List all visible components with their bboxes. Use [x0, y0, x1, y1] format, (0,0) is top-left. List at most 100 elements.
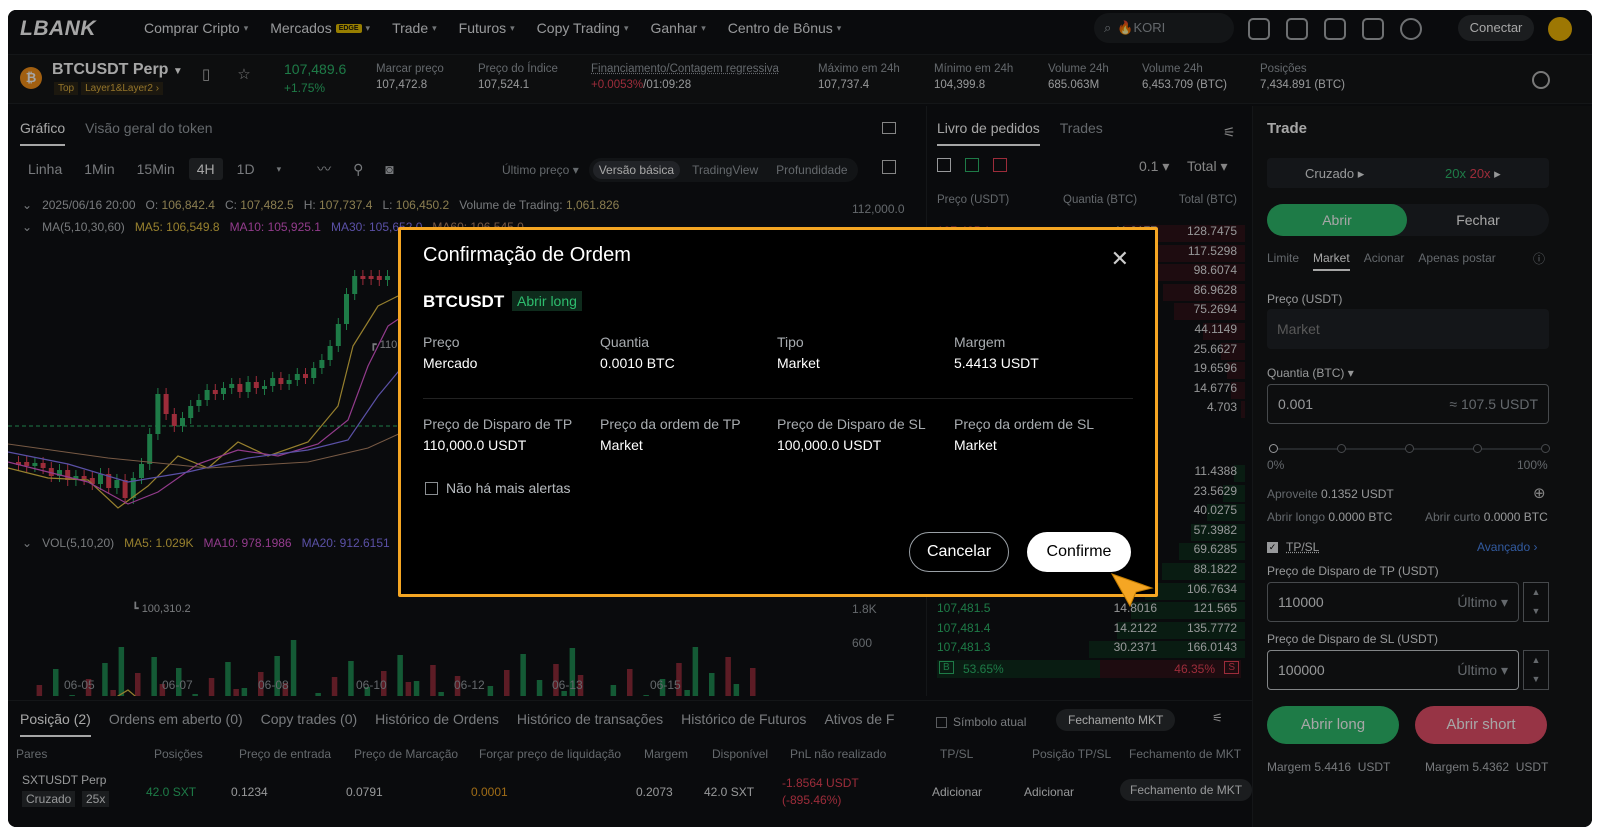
close-icon[interactable]: ✕	[1110, 246, 1129, 271]
tab-visao-geral[interactable]: Visão geral do token	[85, 120, 213, 136]
tab-order-history[interactable]: Histórico de Ordens	[375, 711, 499, 727]
candlestick-chart[interactable]: ┗ 100,310.2 ┏ 110,6	[8, 236, 918, 696]
book-bids-icon[interactable]	[964, 158, 979, 172]
ask-row[interactable]: 25.6627	[927, 342, 1245, 361]
collapse-icon[interactable]: ⌄	[22, 198, 33, 212]
col-pnl[interactable]: PnL não realizado	[790, 747, 887, 761]
chevron-down-icon[interactable]: ▾	[276, 163, 282, 174]
connect-button[interactable]: Conectar	[1458, 15, 1534, 41]
bell-icon[interactable]	[1324, 18, 1346, 40]
tag-layer[interactable]: Layer1&Layer2 ›	[81, 82, 164, 95]
close-tab[interactable]: Fechar	[1456, 212, 1500, 228]
indicator-icon[interactable]: 〰	[317, 161, 332, 177]
collapse-icon[interactable]: ⌄	[22, 220, 33, 234]
tp-stepper[interactable]: ▲ ▼	[1523, 582, 1549, 622]
order-type-post-only[interactable]: Apenas postar	[1418, 251, 1496, 265]
version-tradingview[interactable]: TradingView	[692, 163, 759, 177]
no-more-alerts-checkbox[interactable]: Não há mais alertas	[425, 480, 571, 496]
book-icon[interactable]: ▯	[201, 66, 211, 83]
open-short-button[interactable]: Abrir short	[1415, 706, 1547, 744]
settings-icon[interactable]	[1532, 71, 1550, 89]
ask-row[interactable]: 86.9628	[927, 283, 1245, 302]
slider-step[interactable]	[1405, 444, 1414, 453]
nav-copy-trading[interactable]: Copy Trading ▾	[537, 20, 629, 36]
tab-grafico[interactable]: Gráfico	[20, 120, 66, 146]
orders-icon[interactable]	[1362, 18, 1384, 40]
qty-label[interactable]: Quantia (BTC) ▾	[1267, 366, 1354, 380]
slider-step[interactable]	[1541, 444, 1550, 453]
help-icon[interactable]: ⓘ	[1533, 252, 1546, 266]
nav-comprar-cripto[interactable]: Comprar Cripto ▾	[144, 20, 248, 36]
nav-centro-de-bonus[interactable]: Centro de Bônus ▾	[728, 20, 842, 36]
settings-sliders-icon[interactable]: ⚟	[1212, 711, 1223, 725]
tp-input[interactable]: 110000 Último ▾	[1267, 582, 1519, 622]
sl-input[interactable]: 100000 Último ▾	[1267, 650, 1519, 690]
logo[interactable]: LBANK	[20, 17, 96, 40]
book-asks-icon[interactable]	[992, 158, 1007, 172]
add-icon[interactable]: ⊕	[1533, 485, 1546, 502]
tab-copy-trades[interactable]: Copy trades (0)	[260, 711, 358, 727]
row-pair[interactable]: SXTUSDT Perp	[22, 773, 107, 787]
bid-row[interactable]: 40.0275	[927, 503, 1245, 522]
bid-row[interactable]: 11.4388	[927, 464, 1245, 483]
qty-slider[interactable]	[1269, 444, 1550, 453]
confirm-button[interactable]: Confirme	[1027, 532, 1131, 572]
slider-handle[interactable]	[1269, 444, 1278, 453]
ask-row[interactable]: 14.6776	[927, 381, 1245, 400]
bid-row[interactable]: 69.6285	[927, 542, 1245, 561]
ask-row[interactable]: 117.5298	[927, 244, 1245, 263]
bid-row[interactable]: 107,481.5 14.8016 121.565	[927, 601, 1245, 620]
cancel-button[interactable]: Cancelar	[909, 532, 1009, 572]
order-type-market[interactable]: Market	[1313, 251, 1350, 271]
book-both-icon[interactable]	[937, 158, 951, 172]
qty-input[interactable]: 0.001 ≈ 107.5 USDT	[1267, 384, 1549, 424]
nav-futuros[interactable]: Futuros ▾	[459, 20, 515, 36]
nav-trade[interactable]: Trade ▾	[392, 20, 437, 36]
bid-row[interactable]: 106.7634	[927, 582, 1245, 601]
row-add-position-tpsl[interactable]: Adicionar	[1024, 785, 1075, 799]
ask-row[interactable]: 19.6596	[927, 361, 1245, 380]
tp-type-select[interactable]: Último ▾	[1457, 593, 1508, 610]
ask-row[interactable]: 98.6074	[927, 263, 1245, 282]
version-basic[interactable]: Versão básica	[592, 161, 681, 179]
slider-step[interactable]	[1473, 444, 1482, 453]
col-pairs[interactable]: Pares	[16, 747, 48, 761]
open-tab[interactable]: Abrir	[1267, 204, 1407, 236]
camera-icon[interactable]: ◙	[385, 161, 394, 177]
bid-row[interactable]: 23.5629	[927, 484, 1245, 503]
tpsl-checkbox[interactable]: ✓ TP/SL	[1267, 540, 1319, 554]
bid-row[interactable]: 107,481.3 30.2371 166.0143	[927, 640, 1245, 659]
tab-futures-history[interactable]: Histórico de Futuros	[681, 711, 807, 727]
bid-row[interactable]: 88.1822	[927, 562, 1245, 581]
ask-row[interactable]: 44.1149	[927, 322, 1245, 341]
sl-type-select[interactable]: Último ▾	[1457, 661, 1508, 678]
row-close-mkt-button[interactable]: Fechamento de MKT	[1120, 779, 1253, 801]
row-add-tpsl[interactable]: Adicionar	[932, 785, 983, 799]
avatar[interactable]	[1548, 17, 1572, 41]
tab-transaction-history[interactable]: Histórico de transações	[516, 711, 664, 727]
tab-trades[interactable]: Trades	[1059, 120, 1103, 136]
tf-linha[interactable]: Linha	[28, 161, 63, 177]
close-all-mkt-button[interactable]: Fechamento MKT	[1056, 709, 1176, 731]
tab-open-orders[interactable]: Ordens em aberto (0)	[108, 711, 243, 727]
tf-15min[interactable]: 15Min	[136, 161, 175, 177]
fullscreen-icon[interactable]	[882, 122, 896, 134]
tf-1min[interactable]: 1Min	[84, 161, 115, 177]
advanced-link[interactable]: Avançado ›	[1477, 540, 1538, 554]
stat-funding[interactable]: Financiamento/Contagem regressiva +0.0053…	[591, 63, 779, 91]
bid-row[interactable]: 107,481.4 14.2122 135.7772	[927, 621, 1245, 640]
margin-mode-select[interactable]: Cruzado ▸	[1305, 166, 1365, 181]
open-long-button[interactable]: Abrir long	[1267, 706, 1399, 744]
drawing-icon[interactable]: ⚲	[353, 160, 364, 177]
col-positions[interactable]: Posições	[154, 747, 203, 761]
ask-row[interactable]: 75.2694	[927, 302, 1245, 321]
tab-orderbook[interactable]: Livro de pedidos	[937, 120, 1040, 146]
wallet-icon[interactable]	[1286, 18, 1308, 40]
tab-positions[interactable]: Posição (2)	[20, 711, 91, 737]
collapse-icon[interactable]: ⌄	[22, 536, 33, 550]
sl-stepper[interactable]: ▲ ▼	[1523, 650, 1549, 690]
order-type-acionar[interactable]: Acionar	[1363, 251, 1405, 265]
leverage-select[interactable]: 20x 20x ▸	[1445, 166, 1501, 181]
download-icon[interactable]	[1248, 18, 1270, 40]
bid-row[interactable]: 57.3982	[927, 523, 1245, 542]
